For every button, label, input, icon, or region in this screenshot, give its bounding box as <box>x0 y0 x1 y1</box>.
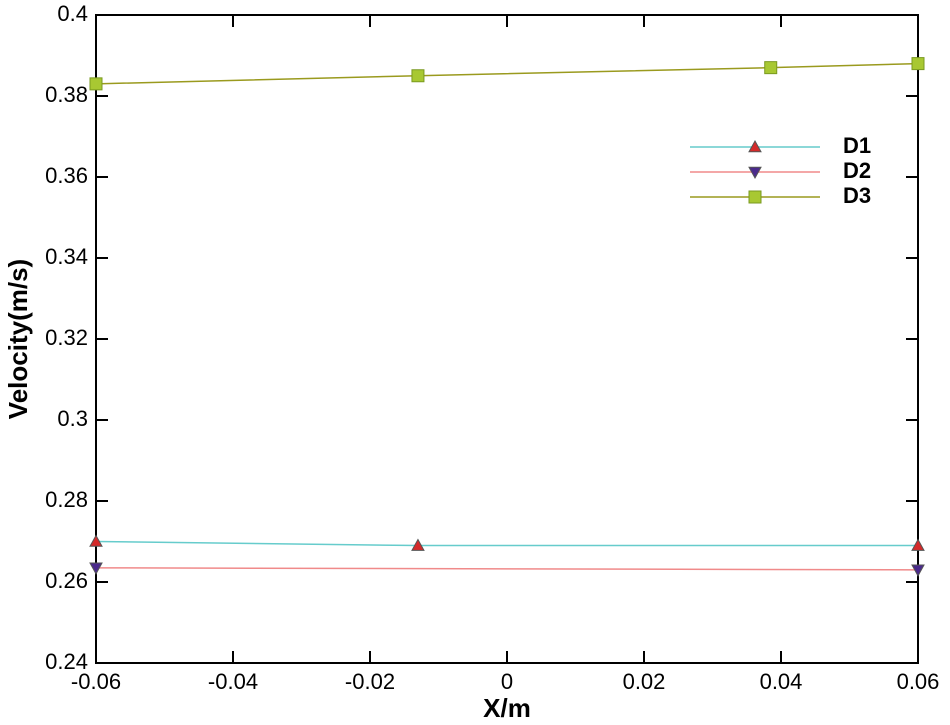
x-tick-label: 0.02 <box>623 669 666 694</box>
y-axis-title: Velocity(m/s) <box>3 259 33 419</box>
legend-label: D3 <box>843 183 871 208</box>
y-tick-label: 0.32 <box>45 325 88 350</box>
x-tick-label: -0.04 <box>208 669 258 694</box>
legend-label: D1 <box>843 133 871 158</box>
y-tick-label: 0.36 <box>45 163 88 188</box>
x-tick-label: -0.02 <box>345 669 395 694</box>
y-tick-label: 0.38 <box>45 82 88 107</box>
marker <box>911 57 925 71</box>
x-axis-title: X/m <box>483 693 531 723</box>
series-line <box>95 567 919 571</box>
legend-label: D2 <box>843 158 871 183</box>
series-line <box>95 62 919 85</box>
marker <box>89 77 103 91</box>
x-tick-label: -0.06 <box>71 669 121 694</box>
y-tick-label: 0.28 <box>45 487 88 512</box>
x-tick-label: 0.04 <box>760 669 803 694</box>
legend-marker <box>748 166 762 180</box>
series-line <box>95 540 918 547</box>
legend-marker <box>748 139 762 153</box>
marker <box>411 69 425 83</box>
marker <box>764 61 778 75</box>
y-tick-label: 0.4 <box>57 1 88 26</box>
y-tick-label: 0.26 <box>45 568 88 593</box>
y-tick-label: 0.3 <box>57 406 88 431</box>
legend-marker <box>748 190 762 204</box>
y-tick-label: 0.34 <box>45 244 88 269</box>
y-tick-label: 0.24 <box>45 649 88 674</box>
marker <box>89 562 103 575</box>
x-tick-label: 0.06 <box>897 669 940 694</box>
plot-frame <box>95 14 919 664</box>
x-tick-label: 0 <box>501 669 513 694</box>
marker <box>411 538 425 551</box>
marker <box>911 538 925 551</box>
marker <box>89 534 103 547</box>
marker <box>911 564 925 577</box>
